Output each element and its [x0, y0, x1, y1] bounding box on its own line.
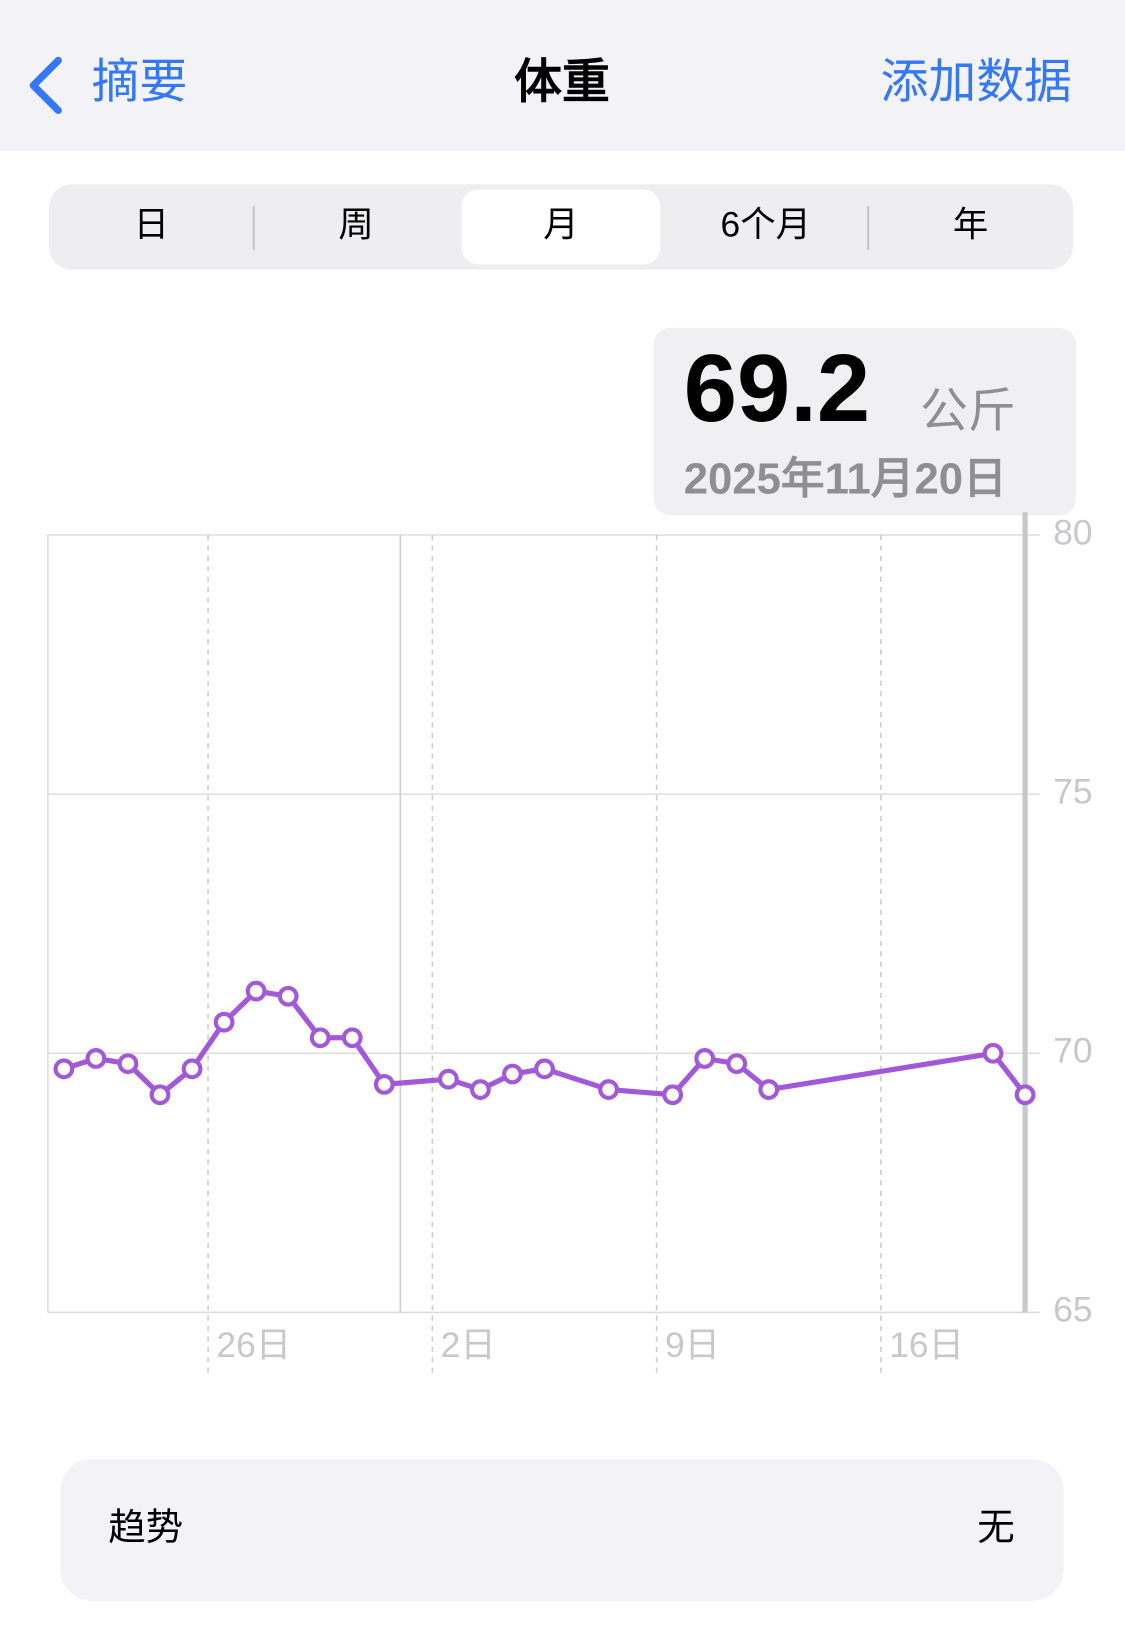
selection-unit: 公斤 [920, 385, 1016, 438]
data-point[interactable] [437, 1068, 459, 1090]
data-point[interactable] [53, 1058, 75, 1080]
data-point[interactable] [662, 1084, 684, 1106]
y-tick-label: 70 [1053, 1032, 1092, 1071]
data-point[interactable] [470, 1079, 491, 1100]
y-tick-label: 80 [1053, 513, 1092, 552]
chart: 65 70 75 80 26日 2日 9日 16日 [47, 512, 1093, 1374]
segments: 日 周 月 6个月 年 [134, 189, 988, 265]
data-point[interactable] [726, 1053, 748, 1075]
data-point[interactable] [149, 1084, 171, 1106]
segment-highlight [461, 189, 661, 265]
nav-bar [0, 0, 1125, 151]
segment-label[interactable]: 6个月 [721, 205, 811, 244]
data-point[interactable] [373, 1073, 395, 1095]
x-tick-label: 26日 [216, 1326, 291, 1365]
x-tick-label: 16日 [889, 1326, 964, 1365]
data-point[interactable] [181, 1058, 203, 1080]
segment-label[interactable]: 月 [543, 205, 578, 244]
data-point[interactable] [502, 1063, 523, 1085]
trend-value: 无 [977, 1506, 1014, 1548]
data-point[interactable] [245, 980, 267, 1002]
data-point[interactable] [85, 1048, 107, 1069]
segment-label[interactable]: 周 [338, 205, 373, 244]
data-point[interactable] [598, 1079, 619, 1100]
data-line [63, 988, 1028, 1098]
back-label[interactable]: 摘要 [92, 56, 188, 109]
data-point[interactable] [534, 1058, 555, 1080]
selection-date: 2025年11月20日 [684, 454, 1007, 503]
x-tick-label: 2日 [441, 1326, 496, 1365]
trend-label: 趋势 [108, 1506, 183, 1548]
data-point[interactable] [758, 1079, 780, 1100]
add-data-button[interactable]: 添加数据 [880, 56, 1071, 109]
selection-callout [653, 327, 1077, 516]
data-point[interactable] [1014, 1084, 1036, 1106]
data-point[interactable] [213, 1011, 235, 1033]
data-point[interactable] [982, 1042, 1004, 1064]
back-button[interactable]: 摘要 [29, 56, 188, 115]
back-chevron [29, 56, 62, 115]
segment-label[interactable]: 日 [134, 205, 169, 244]
data-point[interactable] [694, 1048, 716, 1069]
data-point[interactable] [341, 1027, 363, 1049]
segment-label[interactable]: 年 [953, 205, 988, 244]
data-point[interactable] [117, 1053, 139, 1075]
x-tick-label: 9日 [665, 1326, 720, 1365]
data-point[interactable] [277, 985, 299, 1007]
y-tick-label: 65 [1053, 1291, 1092, 1330]
data-point[interactable] [309, 1027, 331, 1049]
nav-title: 体重 [514, 56, 610, 109]
trend-card[interactable] [60, 1459, 1064, 1601]
y-tick-label: 75 [1053, 772, 1092, 811]
selection-value: 69.2 [684, 335, 870, 442]
